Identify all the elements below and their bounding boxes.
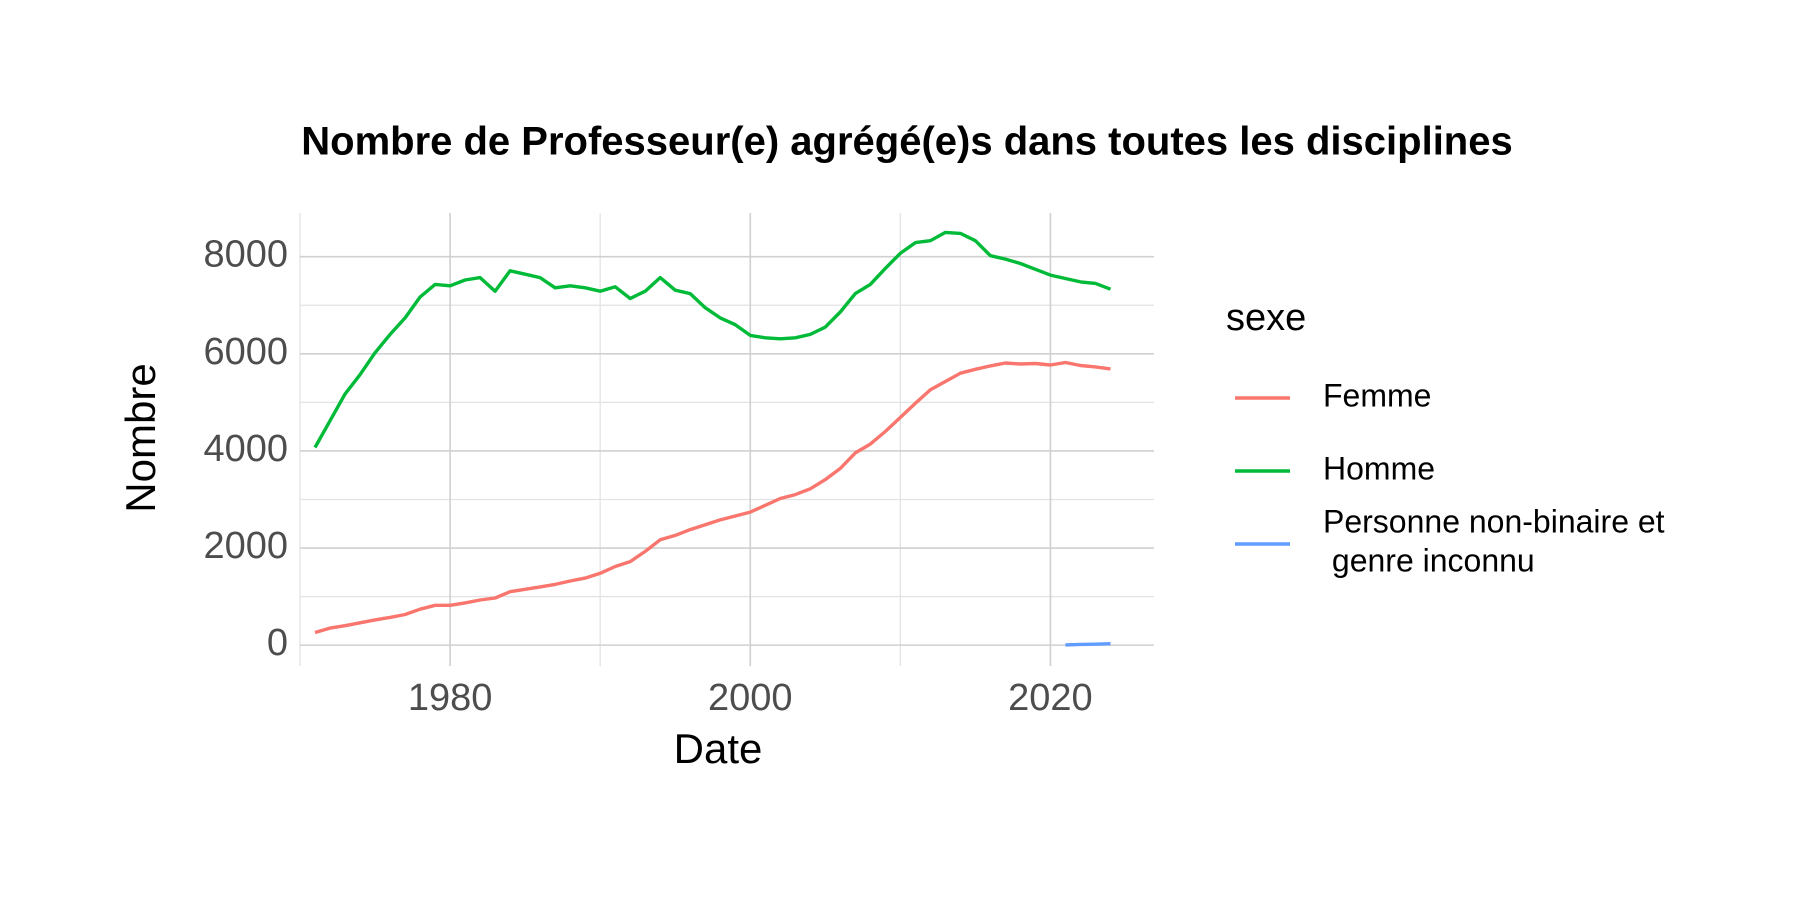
line-series xyxy=(313,230,1112,449)
x-tick-label: 2000 xyxy=(708,677,793,719)
line-series xyxy=(314,360,1111,635)
y-tick-label: 2000 xyxy=(203,525,288,567)
legend-title: sexe xyxy=(1226,297,1306,339)
legend-label: Personne non-binaire et genre inconnu xyxy=(1323,504,1665,579)
y-tick-label: 0 xyxy=(267,622,288,664)
y-tick-label: 8000 xyxy=(203,234,288,276)
y-axis-title: Nombre xyxy=(117,363,164,512)
y-tick-label: 4000 xyxy=(203,428,288,470)
legend-label: Homme xyxy=(1323,450,1435,486)
x-tick-label: 2020 xyxy=(1008,677,1093,719)
legend-label: Femme xyxy=(1323,377,1431,413)
x-tick-label: 1980 xyxy=(408,677,493,719)
line-series xyxy=(1065,642,1111,647)
y-tick-label: 6000 xyxy=(203,331,288,373)
x-axis-title: Date xyxy=(674,725,763,772)
chart-title: Nombre de Professeur(e) agrégé(e)s dans … xyxy=(301,120,1512,164)
